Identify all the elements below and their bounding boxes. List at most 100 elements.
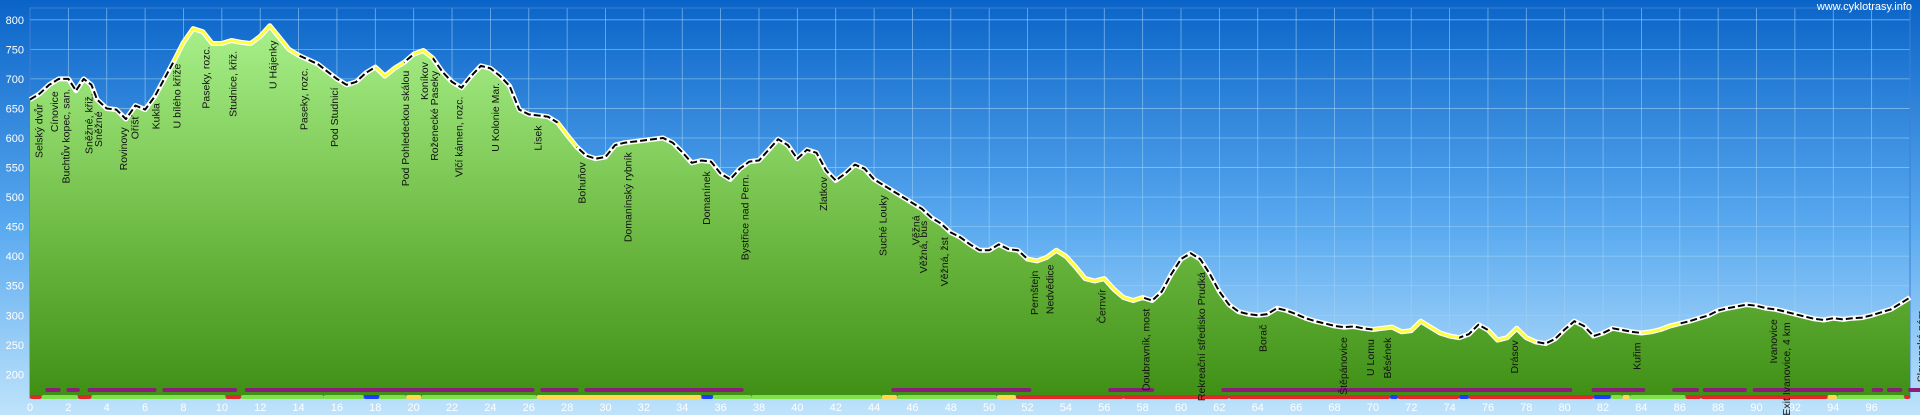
waypoint-label: Selský dvůr <box>34 103 46 158</box>
x-tick-label: 48 <box>945 402 957 414</box>
waypoint-label: U Lomu <box>1365 339 1377 376</box>
surface-strip-purple <box>87 388 157 392</box>
surface-strip <box>225 395 242 399</box>
surface-strip-purple <box>1591 388 1646 392</box>
surface-strip <box>379 395 406 399</box>
x-tick-label: 46 <box>906 402 918 414</box>
surface-strip <box>1468 395 1594 399</box>
surface-strip-purple <box>1908 388 1920 392</box>
surface-strip-purple <box>540 388 579 392</box>
surface-strip <box>1827 395 1838 399</box>
x-tick-label: 18 <box>369 402 381 414</box>
axis-layer: 2002503003504004505005506006507007508000… <box>6 15 1878 414</box>
x-tick-label: 20 <box>408 402 420 414</box>
surface-strip <box>701 395 713 399</box>
waypoint-label: Suché Louky <box>878 195 890 256</box>
waypoint-label: Bohuňov <box>577 161 589 203</box>
waypoint-label: Rekreační středisko Prudká <box>1196 272 1208 401</box>
surface-strip-purple <box>66 388 80 392</box>
x-tick-label: 76 <box>1482 402 1494 414</box>
highlighted-route-section <box>1372 319 1460 339</box>
surface-strip <box>1685 395 1701 399</box>
y-tick-label: 200 <box>6 369 24 381</box>
y-tick-label: 450 <box>6 222 24 234</box>
x-tick-label: 2 <box>65 402 71 414</box>
x-tick-label: 96 <box>1866 402 1878 414</box>
x-tick-label: 40 <box>791 402 803 414</box>
x-tick-label: 28 <box>561 402 573 414</box>
x-tick-label: 12 <box>254 402 266 414</box>
surface-strip-purple <box>1221 388 1573 392</box>
x-tick-label: 86 <box>1674 402 1686 414</box>
waypoint-label: Lísek <box>532 125 544 151</box>
surface-strip <box>363 395 380 399</box>
x-tick-label: 6 <box>142 402 148 414</box>
x-tick-label: 62 <box>1213 402 1225 414</box>
x-tick-label: 58 <box>1137 402 1149 414</box>
surface-strip <box>1390 395 1398 399</box>
x-tick-label: 68 <box>1328 402 1340 414</box>
surface-strip <box>712 395 752 399</box>
x-tick-label: 90 <box>1750 402 1762 414</box>
x-tick-label: 16 <box>331 402 343 414</box>
waypoint-label: Černvír <box>1095 289 1108 324</box>
waypoint-label: Studnice, křiž. <box>227 51 239 117</box>
waypoint-label: Kukla <box>151 103 163 129</box>
x-tick-label: 52 <box>1021 402 1033 414</box>
waypoint-label-layer: Selský dvůr Cínovice Buchtův kopec, san. Sn… <box>34 40 1920 415</box>
surface-strip <box>1700 395 1828 399</box>
waypoint-label: Štěpánovice <box>1337 337 1350 395</box>
waypoint-label: Paseky, rozc. <box>298 68 310 130</box>
x-tick-label: 10 <box>216 402 228 414</box>
surface-strip <box>406 395 422 399</box>
surface-strip <box>881 395 898 399</box>
waypoint-label: Věžná, bus <box>918 221 930 274</box>
waypoint-label: Kuřim <box>1632 342 1644 370</box>
x-tick-label: 80 <box>1559 402 1571 414</box>
x-tick-label: 8 <box>180 402 186 414</box>
surface-strip <box>421 395 537 399</box>
y-tick-label: 700 <box>6 74 24 86</box>
waypoint-label: Drásov <box>1509 339 1521 373</box>
waypoint-label: Doubravník, most <box>1141 309 1153 391</box>
x-tick-label: 60 <box>1175 402 1187 414</box>
x-tick-label: 0 <box>27 402 33 414</box>
highlighted-route-section <box>556 121 578 148</box>
surface-strip-purple <box>45 388 61 392</box>
surface-strip-layer <box>30 388 1920 399</box>
surface-strip-purple <box>1108 388 1155 392</box>
x-tick-label: 14 <box>292 402 304 414</box>
credit-text: www.cyklotrasy.info <box>1816 1 1912 13</box>
waypoint-label: Pod Pohledeckou skálou <box>400 71 412 187</box>
elevation-area <box>30 25 1910 398</box>
surface-strip <box>1593 395 1611 399</box>
x-tick-label: 36 <box>714 402 726 414</box>
waypoint-label: Pernštejn <box>1029 270 1041 315</box>
surface-strip <box>1459 395 1469 399</box>
waypoint-label: Ivanovice <box>1768 319 1780 364</box>
waypoint-label: Paseky, rozc. <box>201 46 213 108</box>
highlighted-route-section <box>288 48 300 57</box>
waypoint-label: U Hájenky <box>268 40 280 89</box>
surface-strip <box>41 395 78 399</box>
surface-strip <box>1904 395 1910 399</box>
y-tick-label: 250 <box>6 340 24 352</box>
x-tick-label: 66 <box>1290 402 1302 414</box>
waypoint-label: Koníkov <box>419 61 431 100</box>
waypoint-label: U bílého kříže <box>172 63 184 128</box>
surface-strip-purple <box>162 388 238 392</box>
x-tick-label: 82 <box>1597 402 1609 414</box>
elevation-line-halo <box>28 23 1912 347</box>
surface-strip-purple <box>1886 388 1903 392</box>
x-tick-label: 74 <box>1443 402 1455 414</box>
highlighted-route-section <box>172 24 290 62</box>
surface-strip-purple <box>584 388 744 392</box>
surface-strip <box>1629 395 1686 399</box>
surface-strip-purple <box>244 388 535 392</box>
waypoint-label: Borač <box>1258 325 1270 352</box>
x-tick-label: 54 <box>1060 402 1072 414</box>
waypoint-label: Bystřice nad Pern. <box>740 175 752 261</box>
x-tick-label: 78 <box>1520 402 1532 414</box>
x-tick-label: 4 <box>104 402 110 414</box>
